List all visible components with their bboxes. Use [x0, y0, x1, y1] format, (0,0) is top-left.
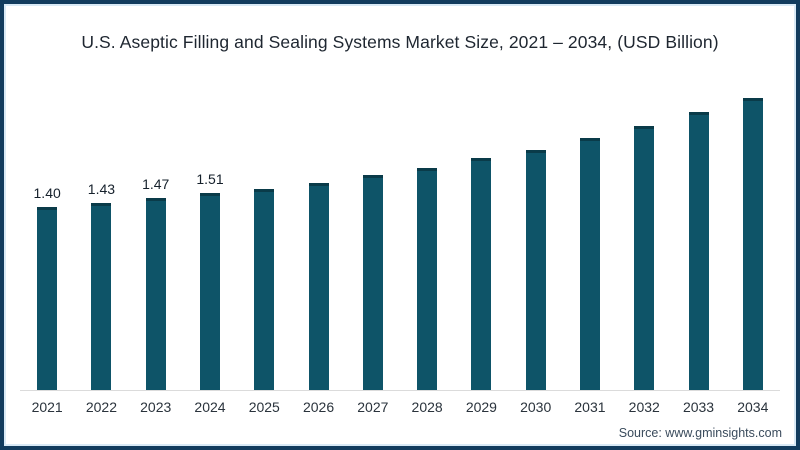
- x-tick-2033: 2033: [682, 399, 715, 415]
- bar-column-2021: 1.40: [20, 185, 74, 390]
- bar-column-2032: [617, 104, 671, 390]
- x-tick-2031: 2031: [574, 399, 606, 415]
- bar-column-2027: [346, 153, 400, 390]
- bar-column-2034: [726, 76, 780, 390]
- bar-column-2023: 1.47: [129, 176, 183, 390]
- bar-column-2028: [400, 146, 454, 390]
- bar-2027: [362, 175, 383, 390]
- bar-column-2024: 1.51: [183, 171, 237, 390]
- bar-value-label-2021: 1.40: [33, 185, 61, 201]
- bar-2021: [37, 207, 58, 390]
- bar-2033: [688, 112, 709, 390]
- bar-column-2025: [237, 167, 291, 390]
- bar-column-2022: 1.43: [74, 181, 128, 390]
- plot-area: 1.40 1.43 1.47 1.51: [20, 6, 780, 391]
- chart-card: U.S. Aseptic Filling and Sealing Systems…: [4, 4, 796, 446]
- x-tick-2026: 2026: [302, 399, 335, 415]
- bar-2031: [579, 138, 600, 390]
- x-tick-2030: 2030: [520, 399, 552, 415]
- bar-2023: [145, 198, 166, 390]
- x-tick-2029: 2029: [465, 399, 497, 415]
- bar-2028: [417, 168, 438, 390]
- x-tick-2034: 2034: [737, 399, 769, 415]
- bar-value-label-2023: 1.47: [142, 176, 170, 192]
- x-tick-2021: 2021: [31, 399, 63, 415]
- bar-2030: [525, 150, 546, 390]
- chart-title: U.S. Aseptic Filling and Sealing Systems…: [81, 32, 719, 52]
- bar-value-label-2024: 1.51: [196, 171, 224, 187]
- x-tick-2024: 2024: [194, 399, 226, 415]
- bar-column-2031: [563, 116, 617, 390]
- x-tick-2025: 2025: [248, 399, 280, 415]
- bar-column-2026: [291, 161, 345, 390]
- source-credit: Source: www.gminsights.com: [618, 426, 782, 440]
- x-tick-2027: 2027: [357, 399, 389, 415]
- bar-2029: [471, 158, 492, 390]
- x-tick-2032: 2032: [628, 399, 660, 415]
- bar-2032: [634, 126, 655, 390]
- bar-2034: [742, 98, 763, 390]
- bar-2026: [308, 183, 329, 390]
- bar-column-2033: [671, 90, 725, 390]
- bar-value-label-2022: 1.43: [87, 181, 116, 197]
- bar-2025: [254, 189, 275, 390]
- bar-column-2029: [454, 136, 508, 390]
- bar-2024: [199, 193, 220, 390]
- x-axis-labels: 2021 2022 2023 2024 2025 2026 2027 2028 2029 2030…: [20, 391, 780, 415]
- bar-column-2030: [509, 128, 563, 390]
- x-tick-2028: 2028: [411, 399, 443, 415]
- x-tick-2022: 2022: [85, 399, 117, 415]
- x-tick-2023: 2023: [140, 399, 172, 415]
- bar-2022: [91, 203, 112, 390]
